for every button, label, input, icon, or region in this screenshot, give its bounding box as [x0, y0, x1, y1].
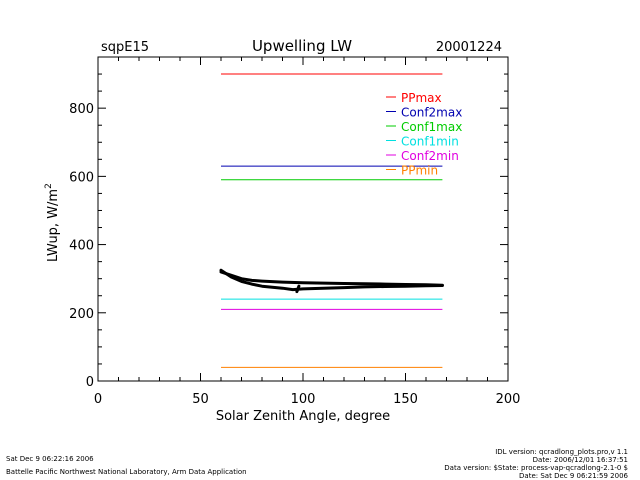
legend-label-conf1min: Conf1min — [401, 135, 459, 149]
legend-label-ppmin: PPmin — [401, 164, 438, 178]
footer-idl-date: Date: 2006/12/01 16:37:51 — [532, 456, 628, 464]
x-axis-ticks: 0 50 100 150 200 — [94, 57, 521, 407]
legend-label-ppmax: PPmax — [401, 91, 442, 105]
x-tick-label: 200 — [496, 392, 521, 407]
y-axis-label-superscript: 2 — [44, 183, 54, 189]
x-tick-label: 100 — [291, 392, 316, 407]
y-axis-label-text: LWup, W/m — [46, 189, 61, 262]
site-label: sqpE15 — [101, 40, 149, 55]
footer-idl-version: IDL version: qcradlong_plots.pro,v 1.1 — [495, 448, 628, 456]
data-series — [219, 268, 444, 294]
legend: PPmaxConf2maxConf1maxConf1minConf2minPPm… — [386, 91, 462, 178]
footer-data-version: Data version: $State: process-vap-qcradl… — [444, 464, 628, 472]
legend-label-conf2min: Conf2min — [401, 149, 459, 163]
chart-title: Upwelling LW — [252, 37, 352, 55]
data-series-line-2 — [219, 268, 444, 292]
y-tick-label: 200 — [69, 307, 94, 322]
y-tick-label: 600 — [69, 170, 94, 185]
x-tick-label: 50 — [192, 392, 209, 407]
legend-label-conf1max: Conf1max — [401, 120, 462, 134]
footer-data-date: Date: Sat Dec 9 06:21:59 2006 — [519, 472, 628, 480]
footer-timestamp: Sat Dec 9 06:22:16 2006 — [6, 455, 94, 463]
legend-label-conf2max: Conf2max — [401, 106, 462, 120]
footer-lab-credit: Battelle Pacific Northwest National Labo… — [6, 468, 247, 476]
date-label: 20001224 — [436, 40, 502, 55]
y-tick-label: 400 — [69, 239, 94, 254]
y-tick-label: 800 — [69, 102, 94, 117]
y-tick-label: 0 — [86, 375, 94, 390]
y-axis-label: LWup, W/m2 — [44, 183, 61, 262]
limit-lines — [221, 73, 443, 368]
x-tick-label: 0 — [94, 392, 102, 407]
data-series-line-3 — [295, 284, 301, 294]
x-tick-label: 150 — [393, 392, 418, 407]
x-axis-label: Solar Zenith Angle, degree — [216, 409, 390, 424]
y-axis-ticks: 0 200 400 600 800 — [69, 56, 508, 390]
data-series-line-1 — [219, 270, 444, 287]
